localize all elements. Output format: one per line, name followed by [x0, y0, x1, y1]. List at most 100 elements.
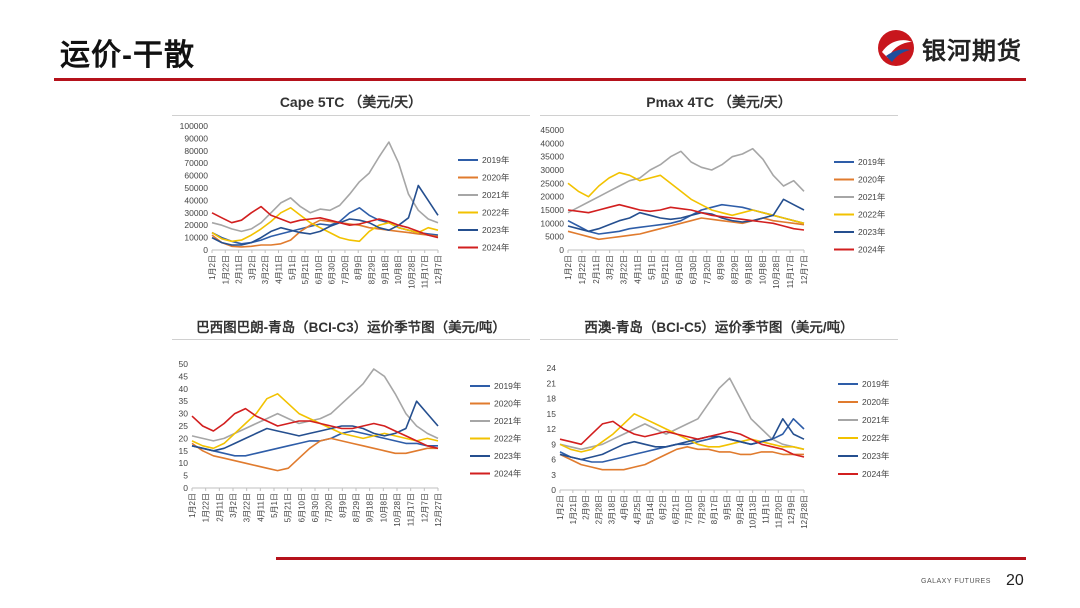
y-tick-label: 80000 [184, 146, 208, 156]
legend-label: 2024年 [862, 469, 890, 479]
x-tick-label: 4月25日 [633, 495, 642, 524]
series-line-2022年 [559, 413, 805, 453]
series-line-2022年 [191, 392, 439, 450]
legend-label: 2019年 [858, 157, 886, 167]
y-tick-label: 10 [179, 458, 189, 468]
x-tick-label: 3月2日 [248, 255, 257, 280]
x-tick-label: 9月5日 [723, 495, 732, 520]
series-line-2021年 [567, 147, 805, 214]
x-tick-label: 1月2日 [564, 255, 573, 280]
x-tick-label: 11月17日 [407, 493, 416, 526]
x-tick-label: 6月10日 [675, 255, 684, 284]
x-tick-label: 2月11日 [592, 255, 601, 284]
y-tick-label: 15 [179, 446, 189, 456]
galaxy-logo-icon [878, 30, 914, 66]
x-tick-label: 3月2日 [606, 255, 615, 280]
y-tick-label: 35000 [540, 152, 564, 162]
y-tick-label: 10000 [540, 218, 564, 228]
y-tick-label: 12 [547, 424, 557, 434]
x-tick-label: 9月18日 [744, 255, 753, 284]
series-line-2020年 [559, 446, 804, 471]
series-line-2024年 [191, 407, 439, 450]
x-tick-label: 10月8日 [379, 493, 388, 522]
series-line-2020年 [567, 217, 805, 241]
x-tick-label: 5月1日 [647, 255, 656, 280]
x-tick-label: 11月20日 [774, 495, 783, 528]
x-tick-label: 8月17日 [710, 495, 719, 524]
y-tick-label: 35 [179, 396, 189, 406]
y-tick-label: 10000 [184, 233, 208, 243]
series-line-2020年 [191, 437, 438, 472]
bottom-divider [276, 557, 1026, 560]
y-tick-label: 6 [551, 455, 556, 465]
x-tick-label: 8月29日 [368, 255, 377, 284]
series-line-2019年 [191, 430, 438, 457]
series-line-2021年 [211, 141, 439, 233]
x-tick-label: 4月6日 [620, 495, 629, 520]
y-tick-label: 18 [547, 394, 557, 404]
legend-label: 2021年 [862, 415, 890, 425]
y-tick-label: 0 [183, 483, 188, 493]
x-tick-label: 7月20日 [341, 255, 350, 284]
y-tick-label: 40 [179, 384, 189, 394]
y-tick-label: 50000 [184, 183, 208, 193]
x-tick-label: 3月22日 [620, 255, 629, 284]
x-tick-label: 8月9日 [338, 493, 347, 518]
page-number: 20 [1006, 572, 1024, 589]
x-tick-label: 1月2日 [556, 495, 565, 520]
chart-title: 西澳-青岛（BCI-C5）运价季节图（美元/吨） [584, 320, 854, 335]
chart-title-rule [540, 115, 898, 116]
x-tick-label: 6月10日 [314, 255, 323, 284]
chart-panel-cape-5tc: Cape 5TC （美元/天） 0 10000 20000 30000 40000 500… [172, 88, 530, 312]
company-logo: 银河期货 [876, 28, 1022, 68]
y-tick-label: 0 [559, 245, 564, 255]
legend-label: 2019年 [482, 155, 510, 165]
x-tick-label: 8月9日 [354, 255, 363, 280]
footer-brand: GALAXY FUTURES [921, 578, 991, 585]
x-tick-label: 4月11日 [633, 255, 642, 284]
y-tick-label: 24 [547, 363, 557, 373]
legend-label: 2019年 [862, 379, 890, 389]
y-tick-label: 30000 [540, 165, 564, 175]
chart-panel-pmax-4tc: Pmax 4TC （美元/天） 0 5000 10000 15000 20000 2500… [540, 88, 898, 312]
chart-title: Pmax 4TC （美元/天） [646, 94, 792, 110]
x-tick-label: 9月24日 [736, 495, 745, 524]
legend-label: 2022年 [858, 210, 886, 220]
series-line-2023年 [191, 400, 439, 452]
x-tick-label: 8月29日 [731, 255, 740, 284]
x-tick-label: 11月1日 [761, 495, 770, 524]
series-line-2021年 [559, 377, 805, 451]
x-tick-label: 1月2日 [208, 255, 217, 280]
x-tick-label: 6月21日 [672, 495, 681, 524]
x-tick-label: 11月17日 [786, 255, 795, 288]
x-tick-label: 10月8日 [758, 255, 767, 284]
legend-label: 2020年 [862, 397, 890, 407]
legend-label: 2019年 [494, 381, 522, 391]
x-tick-label: 2月9日 [582, 495, 591, 520]
x-tick-label: 3月2日 [229, 493, 238, 518]
x-tick-label: 2月11日 [215, 493, 224, 522]
x-tick-label: 12月7日 [800, 255, 809, 284]
series-line-2023年 [211, 184, 439, 246]
y-tick-label: 30000 [184, 208, 208, 218]
legend-label: 2020年 [858, 175, 886, 185]
page-title: 运价-干散 [60, 39, 195, 72]
y-tick-label: 5000 [545, 232, 564, 242]
chart-title: Cape 5TC （美元/天） [279, 94, 423, 110]
chart-bci-c5: 0 3 6 9 12 15 18 21 24 1月2日 1月21日 2月9日 2月28日 3月18日 4月6… [547, 363, 890, 529]
y-tick-label: 50 [179, 359, 189, 369]
chart-title-rule [172, 339, 530, 340]
x-tick-label: 12月7日 [434, 255, 443, 284]
x-tick-label: 1月22日 [202, 493, 211, 522]
x-tick-label: 6月10日 [297, 493, 306, 522]
series-line-2022年 [567, 171, 805, 225]
x-tick-label: 11月17日 [421, 255, 430, 288]
x-tick-label: 10月8日 [394, 255, 403, 284]
x-tick-label: 10月28日 [393, 493, 402, 527]
legend-label: 2024年 [494, 469, 522, 479]
legend-label: 2023年 [862, 451, 890, 461]
y-tick-label: 25 [179, 421, 189, 431]
x-tick-label: 1月2日 [188, 493, 197, 518]
legend-label: 2021年 [858, 192, 886, 202]
legend-label: 2023年 [494, 451, 522, 461]
